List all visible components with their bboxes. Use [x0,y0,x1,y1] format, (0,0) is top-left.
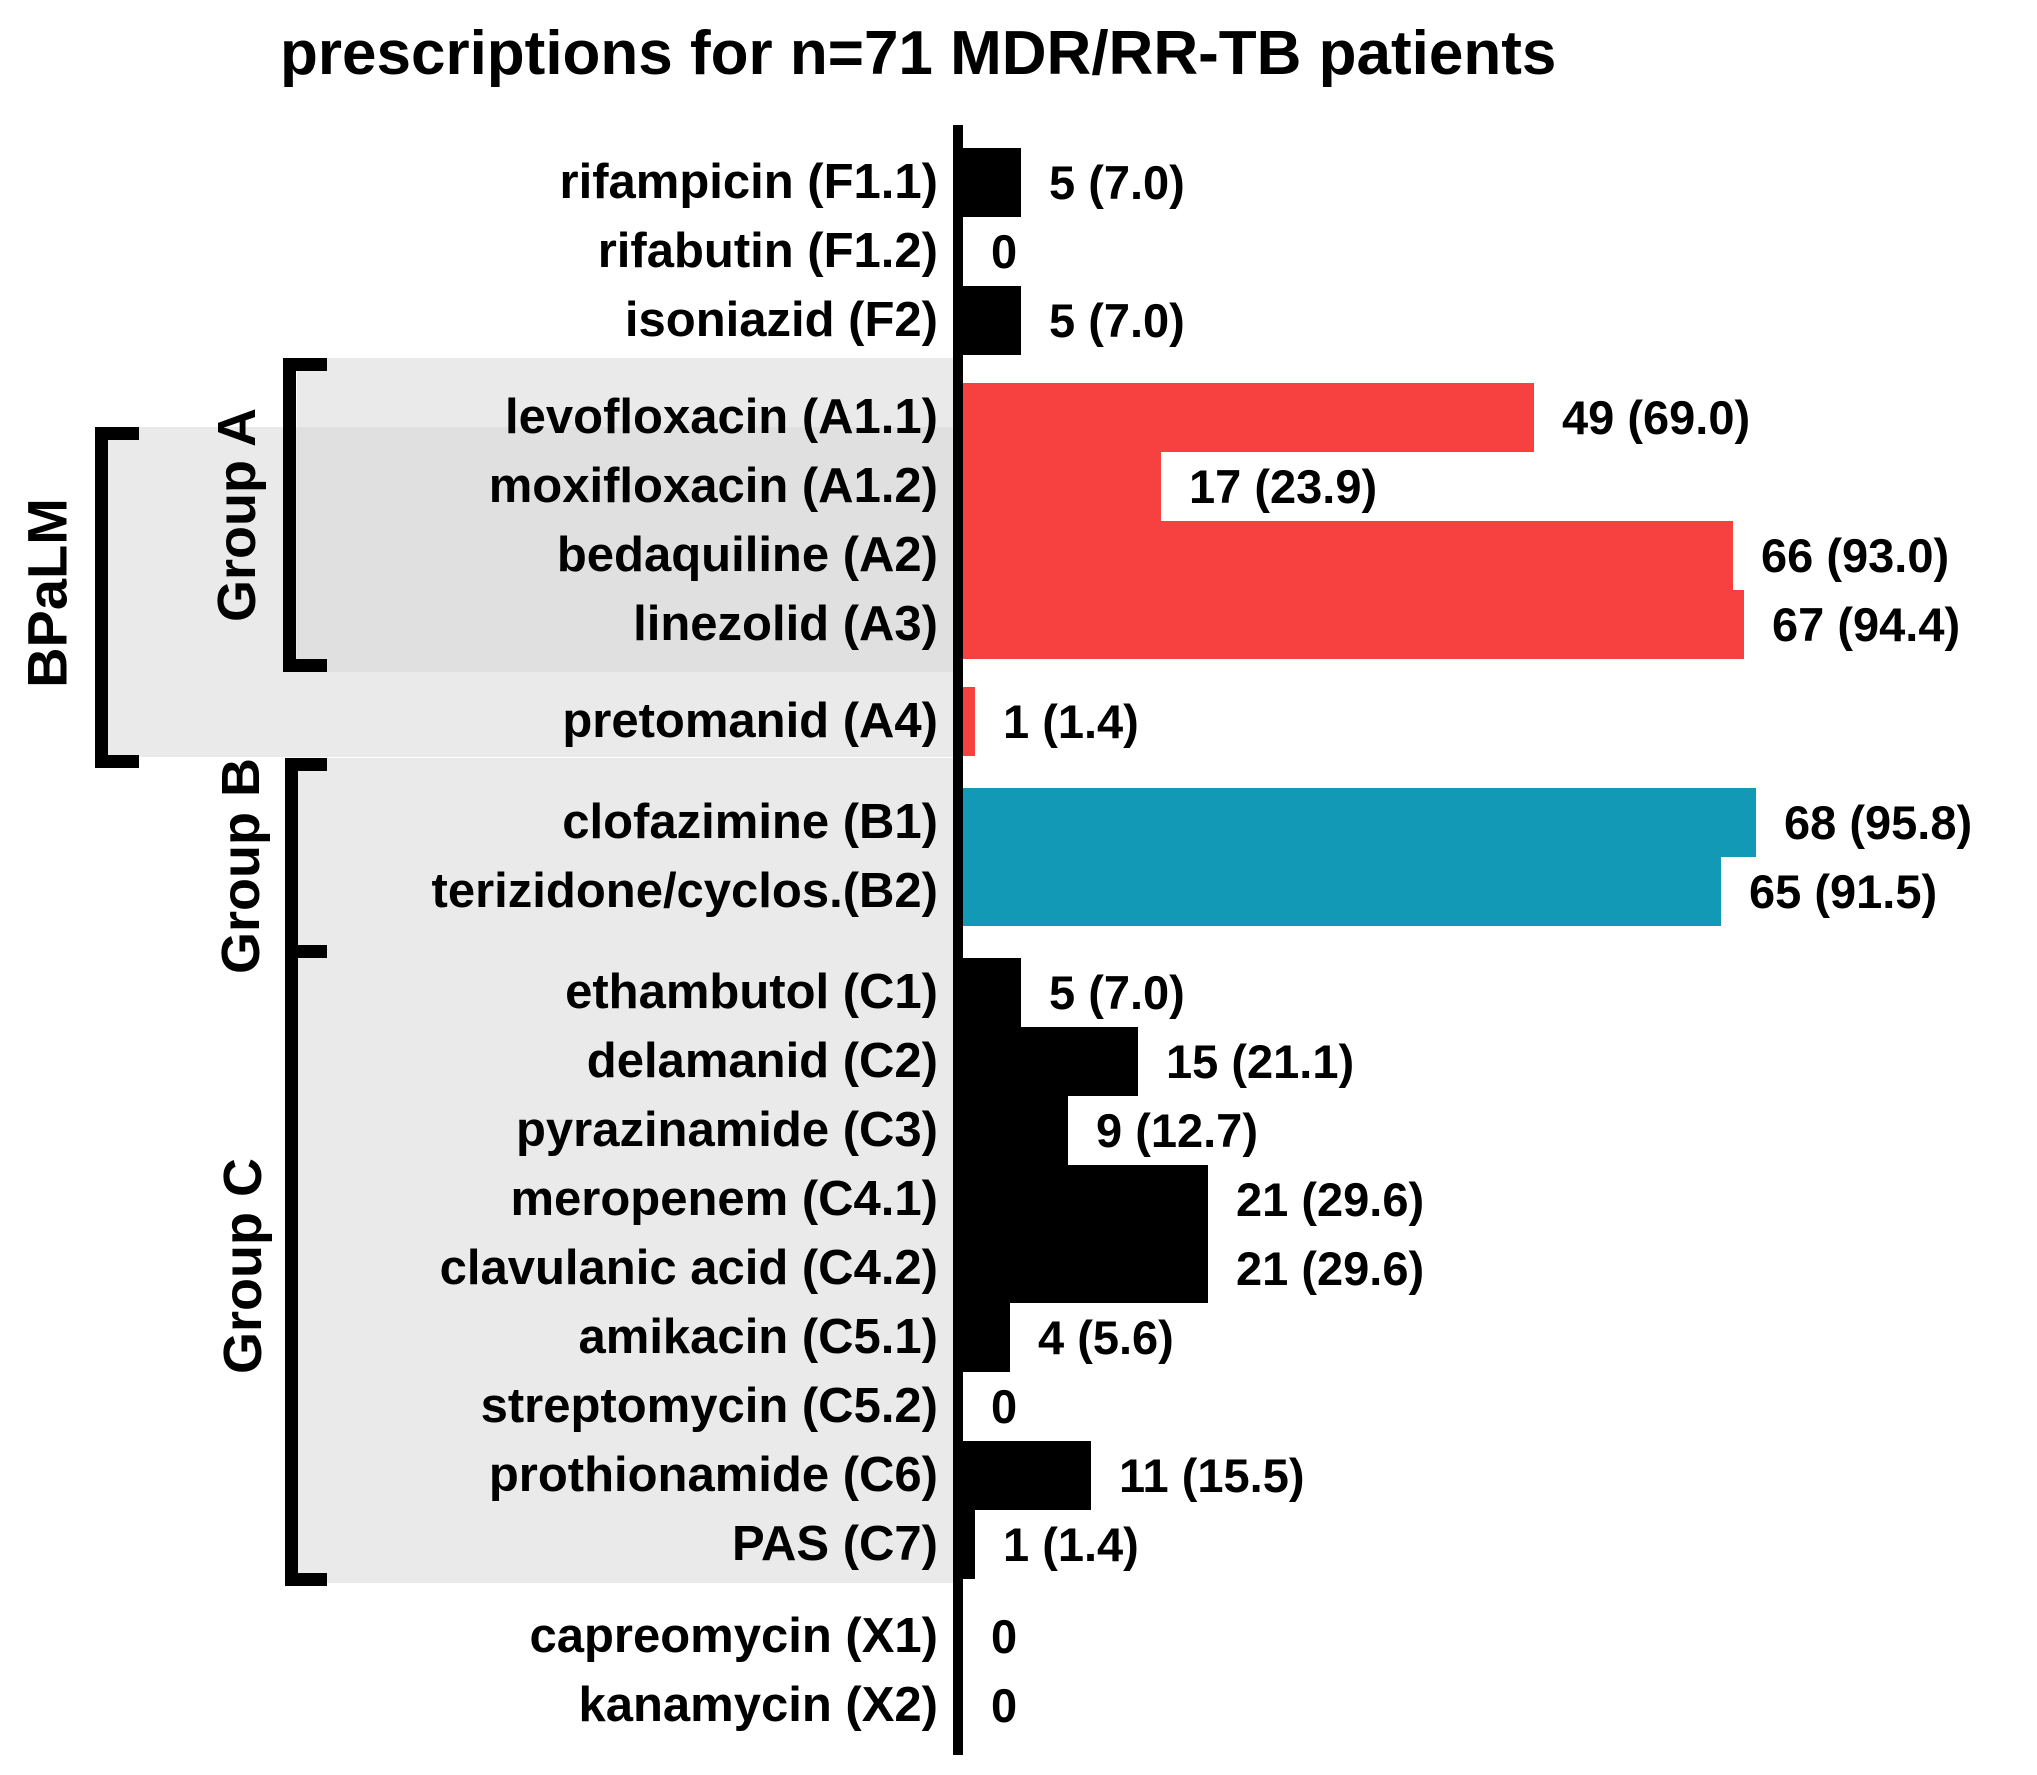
category-label: ethambutol (C1) [565,965,938,1019]
category-label: clofazimine (B1) [562,795,938,849]
value-label: 66 (93.0) [1761,529,1950,582]
value-label: 11 (15.5) [1119,1449,1305,1502]
chart-row-streptomycin: streptomycin (C5.2) 0 [0,1372,2037,1441]
value-label: 0 [991,1679,1018,1732]
bar [963,521,1733,590]
group-c-panel [298,945,953,1583]
chart-title: prescriptions for n=71 MDR/RR-TB patient… [280,19,1557,88]
bar [963,452,1161,521]
value-label: 5 (7.0) [1049,966,1185,1019]
category-label: PAS (C7) [731,1517,938,1571]
chart-row-rifampicin: rifampicin (F1.1) 5 (7.0) [0,148,2037,217]
value-label: 67 (94.4) [1772,598,1961,651]
bar [963,788,1756,857]
chart-row-capreomycin: capreomycin (X1) 0 [0,1602,2037,1671]
value-label: 1 (1.4) [1003,1518,1139,1571]
chart-row-isoniazid: isoniazid (F2) 5 (7.0) [0,286,2037,355]
chart-row-rifabutin: rifabutin (F1.2) 0 [0,217,2037,286]
chart-row-meropenem: meropenem (C4.1) 21 (29.6) [0,1165,2037,1234]
value-label: 17 (23.9) [1189,460,1378,513]
value-label: 4 (5.6) [1038,1311,1174,1364]
bar [963,1303,1010,1372]
value-label: 49 (69.0) [1562,391,1751,444]
bar [963,590,1744,659]
chart-row-delamanid: delamanid (C2) 15 (21.1) [0,1027,2037,1096]
bar [963,383,1534,452]
chart-row-kanamycin: kanamycin (X2) 0 [0,1671,2037,1740]
bar [963,1027,1138,1096]
value-label: 0 [991,225,1018,278]
value-label: 5 (7.0) [1049,294,1185,347]
value-label: 68 (95.8) [1784,796,1973,849]
bar [963,148,1021,217]
value-label: 0 [991,1610,1018,1663]
category-label: linezolid (A3) [633,597,938,651]
bar [963,1096,1068,1165]
category-label: rifampicin (F1.1) [559,155,938,209]
value-label: 15 (21.1) [1166,1035,1355,1088]
chart-row-amikacin: amikacin (C5.1) 4 (5.6) [0,1303,2037,1372]
category-label: bedaquiline (A2) [556,528,938,582]
bpalm-group-a-overlap-panel [297,427,953,672]
category-label: meropenem (C4.1) [510,1172,938,1226]
bar [963,687,975,756]
value-label: 0 [991,1380,1018,1433]
category-label: streptomycin (C5.2) [480,1379,938,1433]
bar [963,1510,975,1579]
category-label: clavulanic acid (C4.2) [439,1241,938,1295]
category-label: terizidone/cyclos.(B2) [431,864,938,918]
category-label: kanamycin (X2) [578,1678,939,1732]
chart-row-ethambutol: ethambutol (C1) 5 (7.0) [0,958,2037,1027]
category-label: pretomanid (A4) [562,694,938,748]
bar [963,1234,1208,1303]
value-label: 65 (91.5) [1749,865,1938,918]
chart-row-moxifloxacin: moxifloxacin (A1.2) 17 (23.9) [0,452,2037,521]
category-label: delamanid (C2) [586,1034,938,1088]
bar [963,1441,1091,1510]
category-label: pyrazinamide (C3) [515,1103,938,1157]
chart-row-prothionamide: prothionamide (C6) 11 (15.5) [0,1441,2037,1510]
chart-row-levofloxacin: levofloxacin (A1.1) 49 (69.0) [0,383,2037,452]
bar [963,958,1021,1027]
category-label: rifabutin (F1.2) [597,224,938,278]
chart-row-pyrazinamide: pyrazinamide (C3) 9 (12.7) [0,1096,2037,1165]
chart-row-clavulanic-acid: clavulanic acid (C4.2) 21 (29.6) [0,1234,2037,1303]
bar [963,286,1021,355]
category-label: capreomycin (X1) [529,1609,939,1663]
chart-row-pretomanid: pretomanid (A4) 1 (1.4) [0,687,2037,756]
chart-row-clofazimine: clofazimine (B1) 68 (95.8) [0,788,2037,857]
value-label: 1 (1.4) [1003,695,1139,748]
value-label: 9 (12.7) [1096,1104,1258,1157]
value-label: 21 (29.6) [1236,1242,1425,1295]
category-label: moxifloxacin (A1.2) [488,459,938,513]
y-axis-line [953,125,963,1755]
category-label: levofloxacin (A1.1) [505,390,938,444]
value-label: 5 (7.0) [1049,156,1185,209]
group-b-panel [298,758,953,951]
value-label: 21 (29.6) [1236,1173,1425,1226]
bar [963,857,1721,926]
category-label: isoniazid (F2) [624,293,938,347]
chart-row-terizidone: terizidone/cyclos.(B2) 65 (91.5) [0,857,2037,926]
category-label: amikacin (C5.1) [578,1310,939,1364]
chart-row-pas: PAS (C7) 1 (1.4) [0,1510,2037,1579]
bar [963,1165,1208,1234]
chart-row-bedaquiline: bedaquiline (A2) 66 (93.0) [0,521,2037,590]
chart-row-linezolid: linezolid (A3) 67 (94.4) [0,590,2037,659]
category-label: prothionamide (C6) [488,1448,938,1502]
